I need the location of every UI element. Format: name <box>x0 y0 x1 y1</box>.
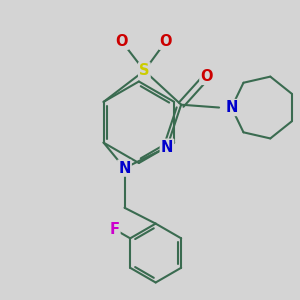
Text: N: N <box>118 160 131 175</box>
Text: O: O <box>116 34 128 49</box>
Text: N: N <box>225 100 238 115</box>
Text: S: S <box>139 63 150 78</box>
Text: O: O <box>160 34 172 49</box>
Text: N: N <box>161 140 173 155</box>
Text: F: F <box>110 222 119 237</box>
Text: O: O <box>200 69 213 84</box>
